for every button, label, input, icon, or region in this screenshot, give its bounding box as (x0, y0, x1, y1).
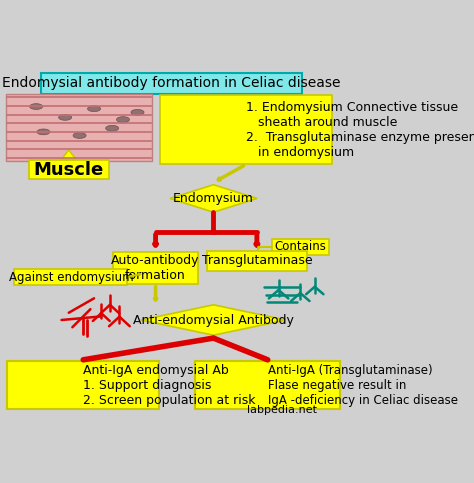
Text: Endomysial antibody formation in Celiac disease: Endomysial antibody formation in Celiac … (2, 76, 341, 90)
Ellipse shape (106, 126, 118, 131)
FancyBboxPatch shape (113, 252, 198, 284)
Ellipse shape (73, 133, 86, 139)
Polygon shape (170, 185, 257, 212)
Polygon shape (141, 305, 286, 335)
Text: Anti-IgA endomysial Ab
1. Support diagnosis
2. Screen population at risk: Anti-IgA endomysial Ab 1. Support diagno… (83, 364, 255, 407)
Ellipse shape (30, 104, 43, 110)
FancyBboxPatch shape (207, 251, 307, 271)
Text: Anti-endomysial Antibody: Anti-endomysial Antibody (133, 313, 294, 327)
Text: Auto-antibody
formation: Auto-antibody formation (111, 254, 200, 282)
Ellipse shape (37, 129, 50, 135)
Polygon shape (62, 150, 76, 159)
Ellipse shape (88, 106, 100, 112)
Text: Transglutaminase: Transglutaminase (201, 254, 312, 267)
Ellipse shape (59, 114, 72, 120)
Text: Endomysium: Endomysium (173, 192, 254, 205)
Text: 1. Endomysium Connective tissue
   sheath around muscle
2.  Transglutaminase enz: 1. Endomysium Connective tissue sheath a… (246, 100, 474, 159)
FancyBboxPatch shape (6, 94, 152, 161)
FancyBboxPatch shape (272, 239, 328, 255)
Text: Against endomysium: Against endomysium (9, 271, 133, 284)
FancyBboxPatch shape (41, 72, 302, 94)
Text: Contains: Contains (274, 241, 326, 254)
Text: Anti-IgA (Transglutaminase)
Flase negative result in
IgA -deficiency in Celiac d: Anti-IgA (Transglutaminase) Flase negati… (268, 364, 458, 407)
FancyBboxPatch shape (160, 95, 332, 164)
Ellipse shape (131, 110, 144, 115)
FancyBboxPatch shape (29, 160, 109, 179)
FancyBboxPatch shape (15, 270, 128, 285)
Ellipse shape (117, 117, 129, 123)
FancyBboxPatch shape (7, 361, 159, 409)
Text: labpedia.net: labpedia.net (247, 405, 317, 415)
FancyBboxPatch shape (195, 361, 340, 409)
Text: Muscle: Muscle (34, 160, 104, 179)
